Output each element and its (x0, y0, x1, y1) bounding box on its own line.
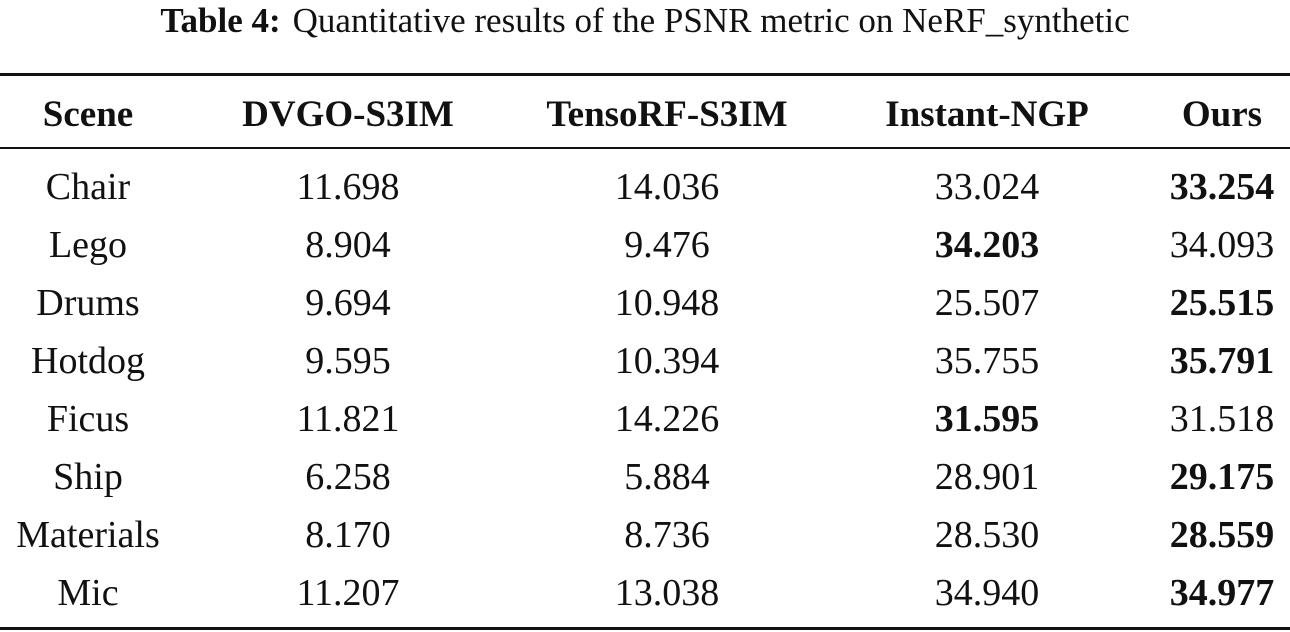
value-cell: 29.175 (1169, 456, 1275, 498)
value-cell: 8.736 (624, 514, 710, 556)
value-cell: 25.507 (934, 282, 1040, 324)
value-cell: 31.595 (934, 398, 1040, 440)
value-cell: 9.476 (624, 224, 710, 266)
caption: Table 4: Quantitative results of the PSNR… (0, 0, 1290, 42)
header-cell: Ours (1181, 94, 1263, 135)
value-cell: 33.024 (934, 166, 1040, 208)
scene-cell: Mic (57, 572, 119, 614)
value-cell: 34.940 (934, 572, 1040, 614)
value-cell: 11.698 (296, 166, 400, 208)
top-rule (0, 73, 1290, 76)
value-cell: 11.207 (296, 572, 400, 614)
caption-text: Quantitative results of the PSNR metric … (292, 1, 1130, 40)
value-cell: 34.093 (1169, 224, 1275, 266)
value-cell: 13.038 (614, 572, 720, 614)
value-cell: 9.595 (305, 340, 391, 382)
value-cell: 35.755 (934, 340, 1040, 382)
value-cell: 35.791 (1169, 340, 1275, 382)
value-cell: 9.694 (305, 282, 391, 324)
value-cell: 10.948 (614, 282, 720, 324)
scene-cell: Hotdog (31, 340, 145, 382)
value-cell: 10.394 (614, 340, 720, 382)
value-cell: 11.821 (296, 398, 400, 440)
scene-cell: Drums (36, 282, 140, 324)
value-cell: 8.170 (305, 514, 391, 556)
value-cell: 8.904 (305, 224, 391, 266)
bottom-rule (0, 627, 1290, 630)
value-cell: 6.258 (305, 456, 391, 498)
value-cell: 14.226 (614, 398, 720, 440)
value-cell: 34.203 (934, 224, 1040, 266)
scene-cell: Ship (53, 456, 123, 498)
value-cell: 34.977 (1169, 572, 1275, 614)
header-cell: Scene (42, 94, 134, 135)
caption-label: Table 4: (160, 1, 281, 40)
scene-cell: Materials (16, 514, 160, 556)
header-cell: DVGO-S3IM (242, 94, 454, 135)
value-cell: 14.036 (614, 166, 720, 208)
scene-cell: Lego (48, 224, 128, 266)
value-cell: 31.518 (1169, 398, 1275, 440)
header-cell: Instant-NGP (885, 94, 1089, 135)
value-cell: 33.254 (1169, 166, 1275, 208)
header-cell: TensoRF-S3IM (546, 94, 788, 135)
mid-rule (0, 147, 1290, 149)
scene-cell: Ficus (46, 398, 130, 440)
value-cell: 5.884 (624, 456, 710, 498)
value-cell: 28.901 (934, 456, 1040, 498)
value-cell: 25.515 (1169, 282, 1275, 324)
scene-cell: Chair (45, 166, 131, 208)
value-cell: 28.530 (934, 514, 1040, 556)
value-cell: 28.559 (1169, 514, 1275, 556)
